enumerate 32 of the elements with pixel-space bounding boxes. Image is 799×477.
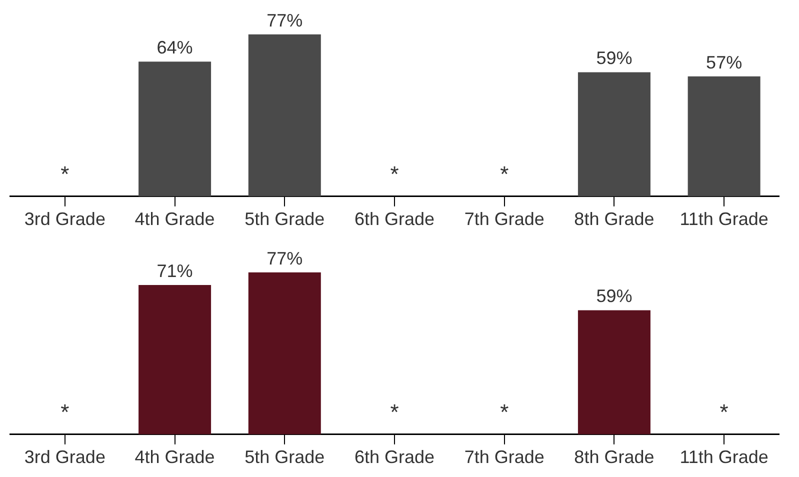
x-tick-label: 7th Grade [464, 447, 544, 468]
data-label: 59% [596, 286, 632, 306]
text: * [60, 161, 70, 186]
text: * [390, 161, 399, 186]
x-tick-label: 3rd Grade [24, 447, 106, 468]
data-label: 77% [266, 248, 303, 268]
x-tick-label: 8th Grade [574, 209, 654, 230]
bar [138, 62, 212, 196]
x-tick-label: 4th Grade [134, 447, 215, 468]
x-tick-label: 6th Grade [354, 209, 435, 230]
x-tick-label: 11th Grade [680, 209, 768, 230]
x-tick-label: 6th Grade [354, 447, 435, 468]
data-label: 77% [266, 10, 303, 30]
x-tick-label: 3rd Grade [24, 209, 106, 230]
text: * [720, 399, 728, 424]
bar [248, 34, 321, 196]
x-tick-label: 4th Grade [134, 209, 215, 230]
data-label: 59% [596, 48, 632, 68]
data-label: 71% [156, 260, 193, 281]
data-label: 64% [156, 38, 193, 58]
text: * [390, 399, 399, 424]
bar [688, 76, 760, 196]
x-tick-label: 8th Grade [574, 447, 654, 468]
data-label: 57% [706, 52, 742, 72]
x-tick-label: 5th Grade [244, 447, 325, 468]
text: * [500, 399, 509, 424]
x-tick-label: 5th Grade [244, 209, 325, 230]
x-tick-label: 11th Grade [680, 447, 768, 468]
bar [578, 72, 650, 196]
x-tick-label: 7th Grade [464, 209, 544, 230]
text: * [60, 399, 70, 424]
text: * [500, 161, 509, 186]
